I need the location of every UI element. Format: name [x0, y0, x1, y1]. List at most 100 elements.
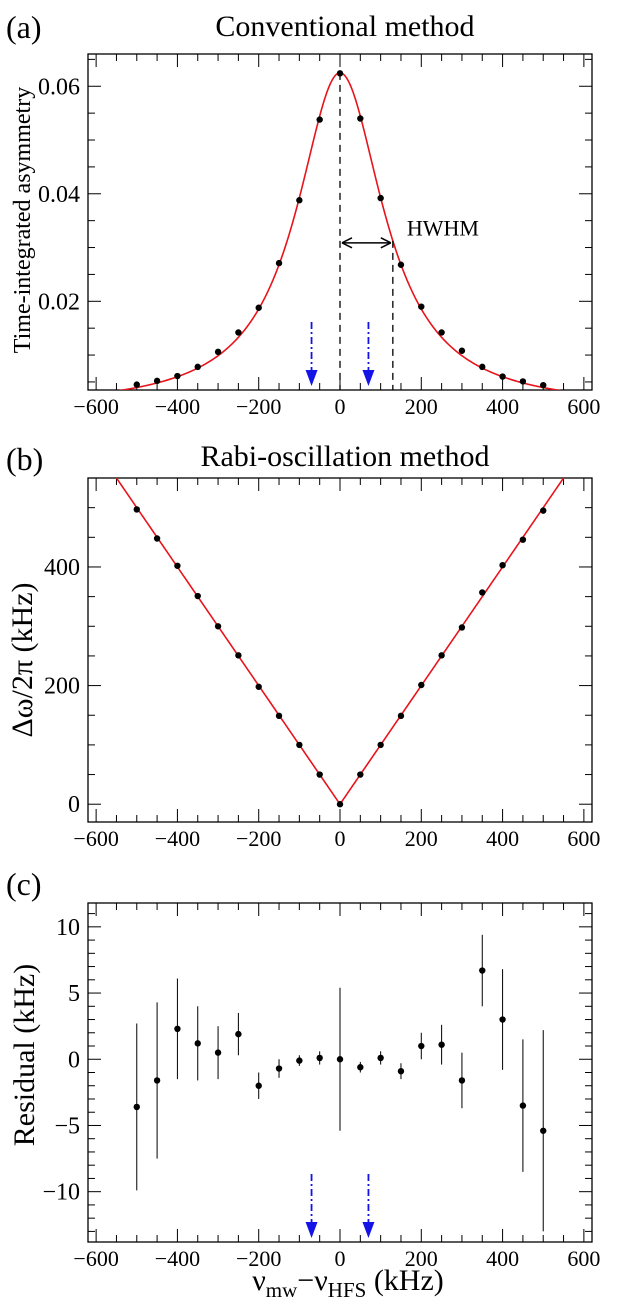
y-tick-label-c: −10 [42, 1180, 80, 1206]
data-point [418, 303, 425, 310]
data-point [377, 1054, 384, 1062]
data-point [133, 506, 140, 513]
data-point [458, 1077, 466, 1084]
data-point [519, 1102, 527, 1109]
x-tick-label-c: −200 [236, 1246, 281, 1271]
y-tick-label-c: −5 [54, 1113, 80, 1139]
data-point [397, 261, 405, 268]
x-tick-label-c: 400 [486, 1246, 519, 1271]
data-point [336, 70, 344, 77]
x-tick-label-a: 400 [486, 394, 519, 419]
plot-frame-b [87, 477, 593, 823]
data-point [479, 589, 486, 596]
data-point [357, 115, 364, 122]
x-tick-label-a: 0 [335, 394, 346, 419]
plot-area-b [115, 478, 565, 808]
data-point [540, 507, 547, 514]
x-axis-label-minus-nu: −ν [297, 1264, 327, 1297]
x-tick-label-b: 600 [567, 826, 600, 851]
data-point [153, 377, 161, 385]
x-tick-label-a: 600 [567, 394, 600, 419]
data-point [316, 116, 323, 123]
data-point [275, 259, 283, 267]
y-tick-label-b: 0 [68, 792, 80, 818]
data-point [540, 1127, 547, 1134]
x-tick-label-b: 400 [486, 826, 519, 851]
title-b: Rabi-oscillation method [200, 440, 489, 473]
data-point [194, 363, 201, 371]
data-point [418, 681, 425, 689]
hwhm-arrow-head-left [341, 237, 353, 249]
data-point [174, 562, 181, 569]
x-tick-label-a: −600 [73, 394, 118, 419]
data-point [275, 1065, 283, 1072]
data-point [296, 1057, 303, 1064]
data-point [255, 304, 262, 311]
x-tick-label-c: 200 [405, 1246, 438, 1271]
data-point [296, 741, 303, 749]
frequency-arrow-head [362, 1222, 375, 1238]
x-tick-label-c: 600 [567, 1246, 600, 1271]
plot-area-c [133, 934, 547, 1232]
data-point [418, 1042, 425, 1050]
data-point [214, 623, 222, 630]
data-point [296, 197, 303, 204]
y-tick-label-b: 400 [44, 555, 80, 581]
data-point [255, 1082, 262, 1089]
data-point [336, 1056, 344, 1063]
data-point [357, 1064, 364, 1071]
ylabel-c: Residual (kHz) [8, 964, 41, 1146]
data-point [499, 373, 506, 380]
y-tick-label-c: 10 [56, 915, 80, 941]
x-tick-label-a: −200 [236, 394, 281, 419]
data-point [458, 347, 466, 354]
panel-label-a: (a) [6, 9, 42, 45]
ylabel-a: Time-integrated asymmetry [10, 87, 36, 353]
data-point [235, 652, 242, 659]
y-tick-label-a: 0.06 [38, 74, 80, 100]
x-tick-label-a: −400 [155, 394, 200, 419]
plot-c: −600 −400 −200 0 200 400 600 −10 −5 0 5 10 [42, 902, 600, 1271]
data-point [316, 771, 323, 778]
data-point [479, 363, 486, 371]
hwhm-arrow-head-right [380, 237, 392, 249]
plot-b: −600 −400 −200 0 200 400 600 0 200 400 [44, 477, 600, 851]
fit-curve-b [115, 478, 565, 806]
data-point [275, 712, 283, 720]
data-point [174, 1025, 181, 1033]
y-tick-label-a: 0.04 [38, 182, 80, 208]
ylabel-b: Δω/2π (kHz) [6, 583, 39, 738]
data-point [438, 652, 445, 659]
x-tick-label-c: −600 [73, 1246, 118, 1271]
data-point [397, 1067, 405, 1075]
data-point [499, 561, 506, 569]
data-point [540, 381, 547, 389]
frequency-arrow-head [305, 1222, 318, 1238]
title-a: Conventional method [215, 10, 474, 43]
x-tick-label-b: −600 [73, 826, 118, 851]
x-tick-label-b: −400 [155, 826, 200, 851]
data-point [153, 1077, 161, 1084]
panel-label-b: (b) [6, 441, 43, 477]
hwhm-annotation: HWHM [407, 215, 479, 240]
data-point [235, 1030, 242, 1038]
data-point [377, 741, 384, 749]
x-tick-label-a: 200 [405, 394, 438, 419]
x-tick-label-c: −400 [155, 1246, 200, 1271]
data-point [438, 329, 445, 336]
data-point [519, 536, 527, 543]
data-point [133, 1103, 140, 1111]
x-tick-label-b: 200 [405, 826, 438, 851]
x-tick-label-b: 0 [335, 826, 346, 851]
frequency-arrow-head [362, 370, 375, 386]
y-tick-label-b: 200 [44, 674, 80, 700]
data-point [194, 1040, 201, 1047]
data-point [336, 801, 344, 808]
data-point [377, 194, 384, 202]
data-point [194, 592, 201, 600]
data-point [499, 1016, 506, 1023]
data-point [316, 1054, 323, 1062]
x-tick-label-c: 0 [335, 1246, 346, 1271]
y-tick-label-c: 0 [68, 1047, 80, 1073]
